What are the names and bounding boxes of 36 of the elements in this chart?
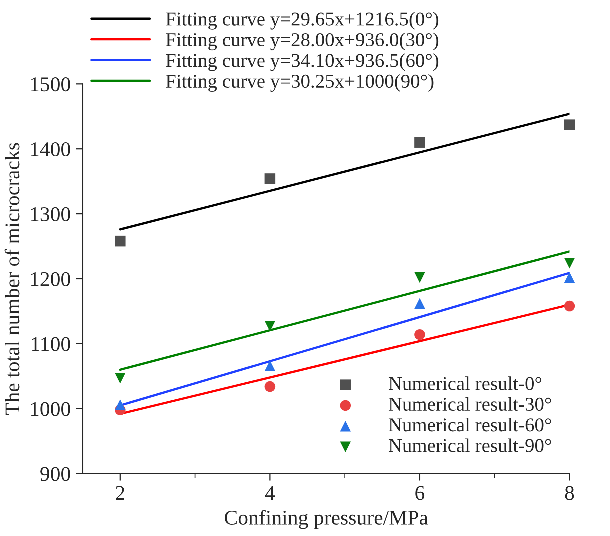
y-tick-label: 1200: [31, 272, 70, 286]
point: [414, 298, 426, 310]
point: [564, 120, 576, 130]
point: [414, 329, 426, 340]
point: [264, 360, 276, 372]
legend-label: Fitting curve y=29.65x+1216.5(0°): [166, 12, 439, 30]
y-tick-label: 1300: [31, 207, 70, 222]
legend-label: Numerical result-30°: [388, 397, 552, 412]
point: [264, 381, 276, 392]
y-tick-label: 1500: [31, 78, 70, 92]
y-axis-title: The total number of microcracks: [4, 143, 20, 416]
point: [264, 321, 276, 332]
x-axis-title: Confining pressure/MPa: [225, 510, 428, 530]
y-tick-label: 1100: [32, 337, 70, 352]
y-tick-label: 1400: [31, 142, 70, 157]
legend-label: Numerical result-60°: [388, 418, 552, 432]
legend-label: Numerical result-90°: [388, 438, 552, 452]
x-tick-label: 6: [416, 486, 425, 500]
point: [564, 272, 576, 284]
point: [115, 236, 126, 247]
legend-label: Fitting curve y=34.10x+936.5(60°): [166, 54, 439, 72]
point: [564, 300, 576, 312]
point: [414, 137, 426, 148]
point: [115, 400, 126, 410]
y-tick-label: 900: [40, 467, 70, 482]
point: [264, 174, 276, 184]
x-tick-label: 4: [265, 486, 276, 500]
point: [414, 272, 426, 284]
legend-label: Numerical result-0°: [388, 376, 542, 390]
y-tick-label: 1000: [31, 402, 70, 416]
legend-label: Fitting curve y=30.25x+1000(90°): [166, 74, 434, 92]
x-tick-label: 2: [116, 486, 124, 500]
point: [115, 372, 126, 384]
x-tick-label: 8: [565, 486, 574, 500]
point: [564, 258, 576, 269]
legend-label: Fitting curve y=28.00x+936.0(30°): [166, 32, 439, 51]
